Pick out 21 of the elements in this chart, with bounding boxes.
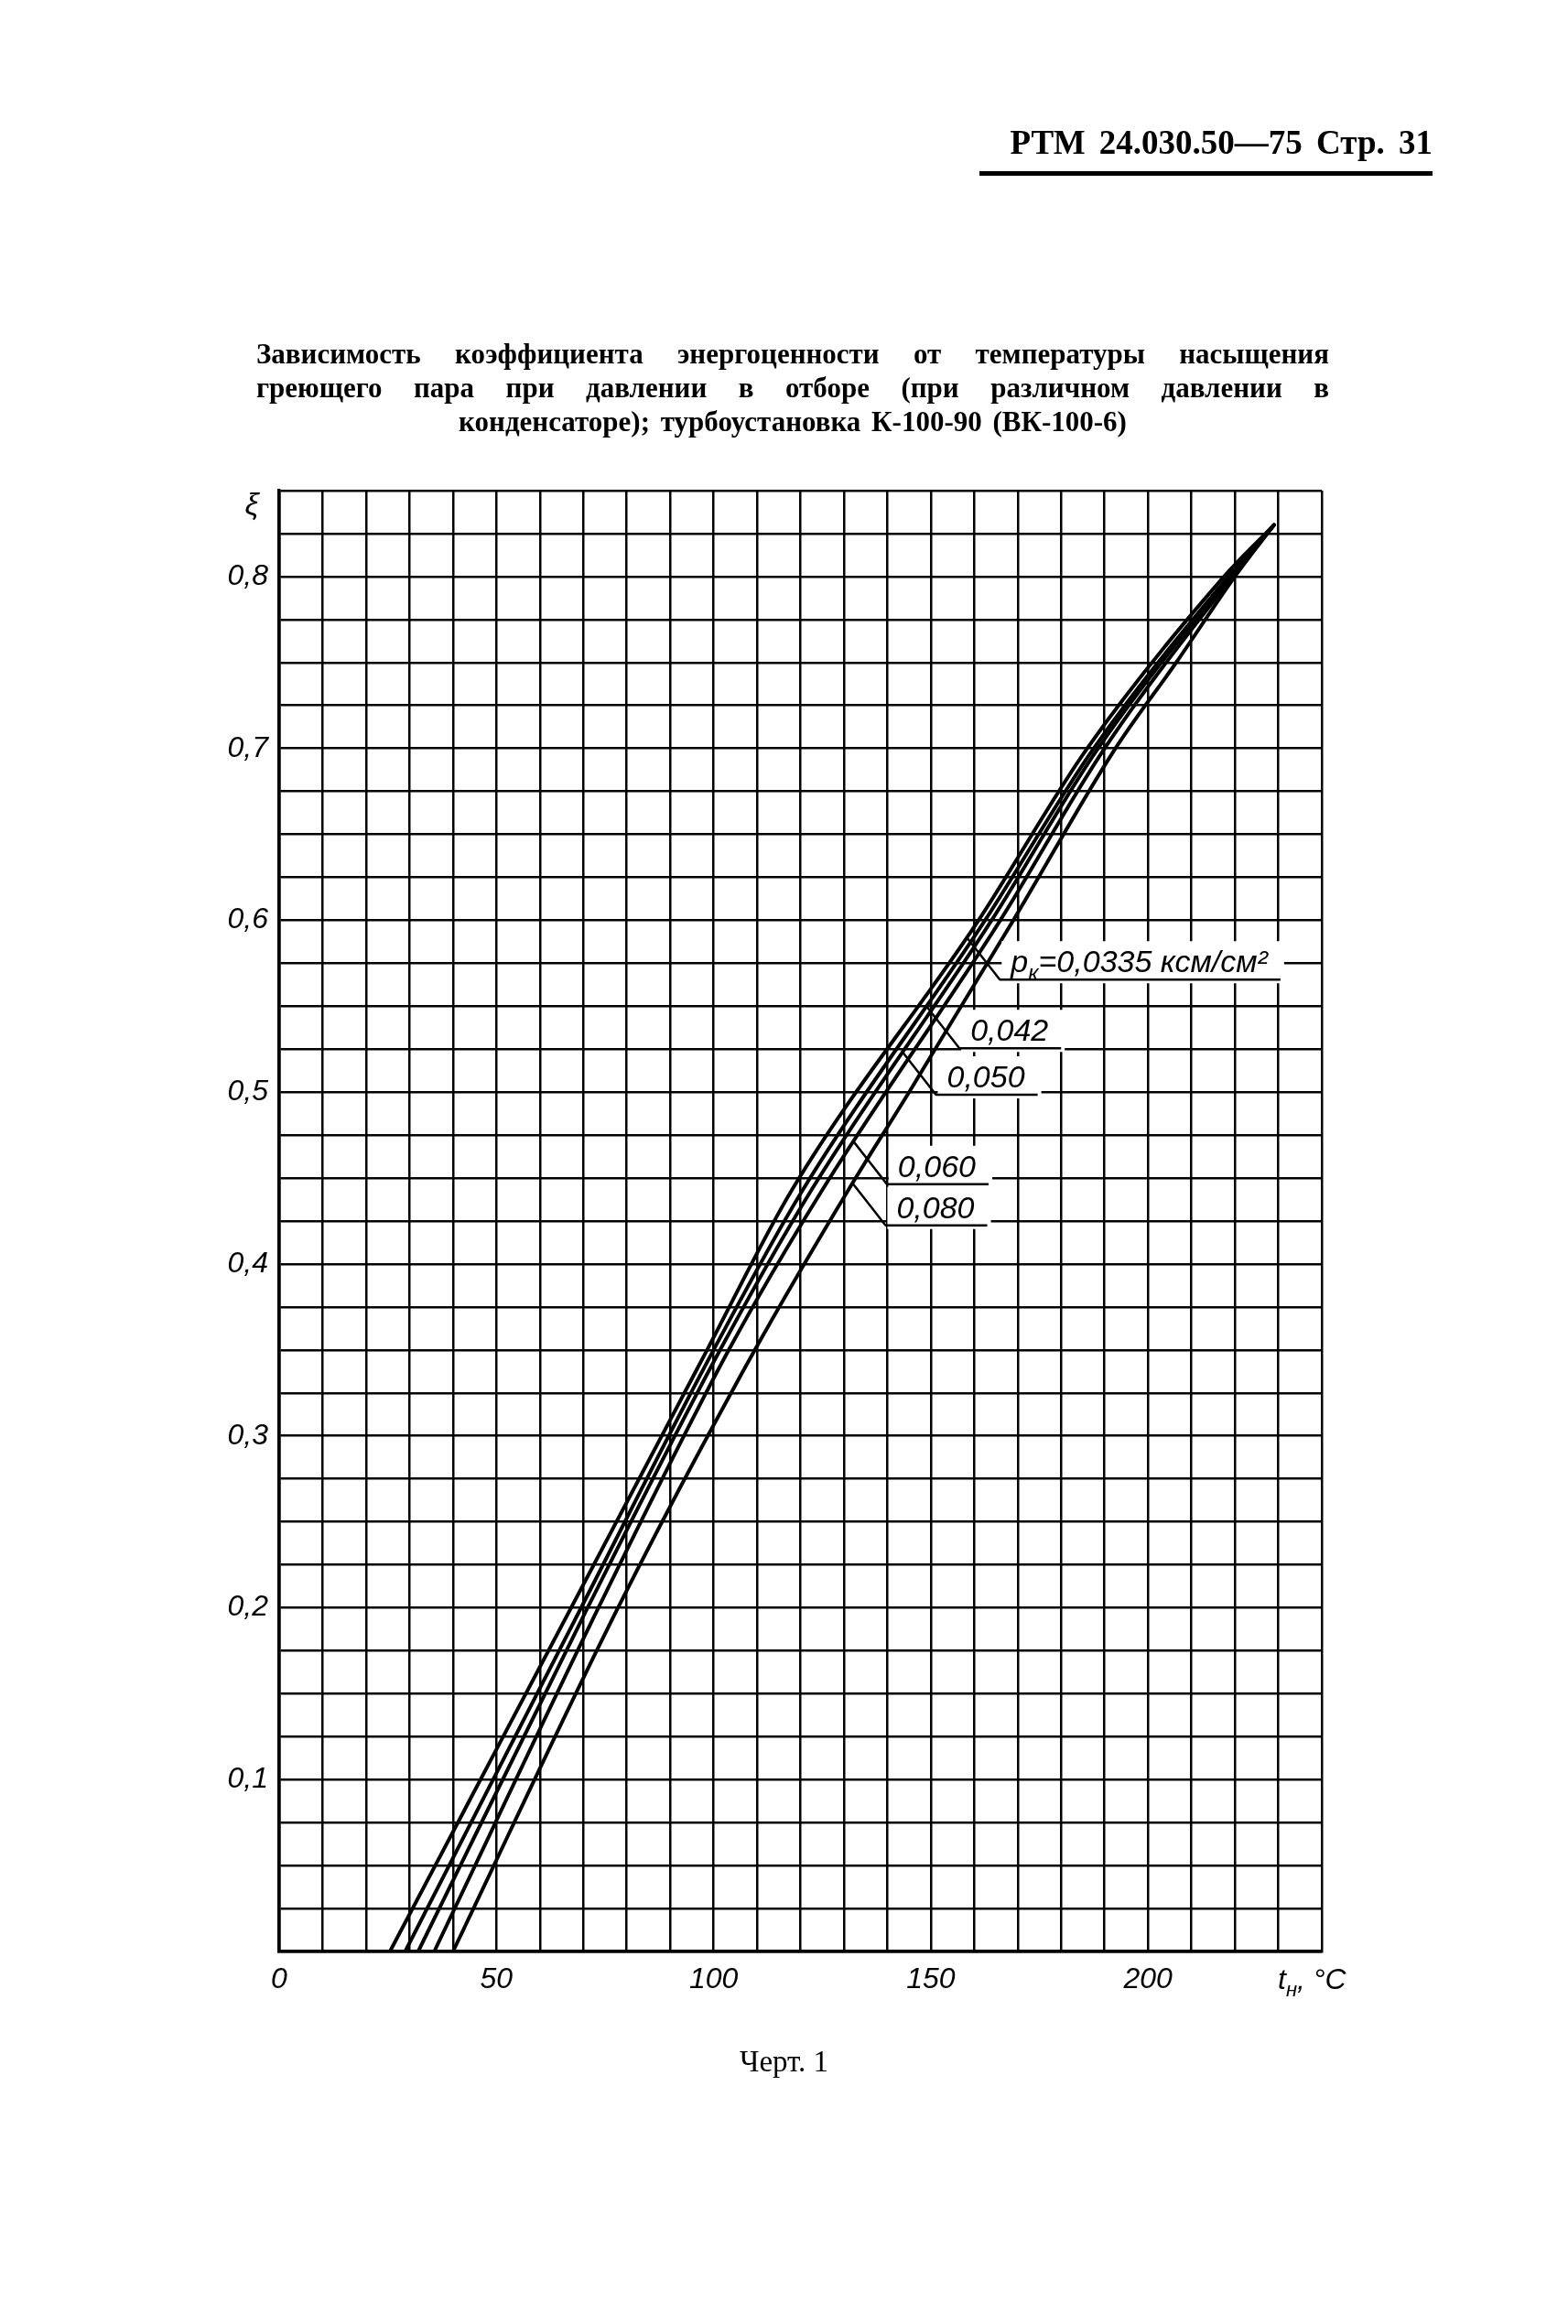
y-axis-title: ξ — [244, 486, 261, 521]
x-tick-label: 200 — [1122, 1962, 1173, 1995]
text: Черт. 1 — [738, 2045, 830, 2079]
annotation: 0,050 — [946, 1058, 1025, 1094]
annotation: 0,080 — [896, 1189, 975, 1225]
chart-title: Зависимость коэффициента энергоценности от температуры насыщения греющего пара при давлении в отборе (при различном давлении в конденсаторе); турбоустановка К-100-90 (ВК-100-6) — [256, 337, 1329, 438]
y-tick-label: 0,7 — [227, 730, 270, 763]
x-tick-label: 150 — [906, 1962, 956, 1995]
y-tick-label: 0,2 — [227, 1589, 269, 1623]
y-tick-label: 0,6 — [227, 902, 269, 935]
x-tick-label: 100 — [688, 1962, 739, 1995]
x-tick-label: 50 — [480, 1962, 514, 1995]
y-tick-label: 0,3 — [227, 1417, 269, 1451]
x-tick-label: 0 — [271, 1962, 288, 1995]
y-tick-label: 0,1 — [227, 1761, 268, 1795]
y-tick-label: 0,8 — [227, 557, 269, 591]
annotation: 0,042 — [970, 1012, 1049, 1048]
annotation: 0,060 — [897, 1148, 977, 1184]
y-tick-label: 0,4 — [227, 1245, 268, 1279]
y-tick-label: 0,5 — [227, 1074, 269, 1108]
text: РТМ 24.030.50—75 Стр. 31 — [979, 123, 1433, 176]
